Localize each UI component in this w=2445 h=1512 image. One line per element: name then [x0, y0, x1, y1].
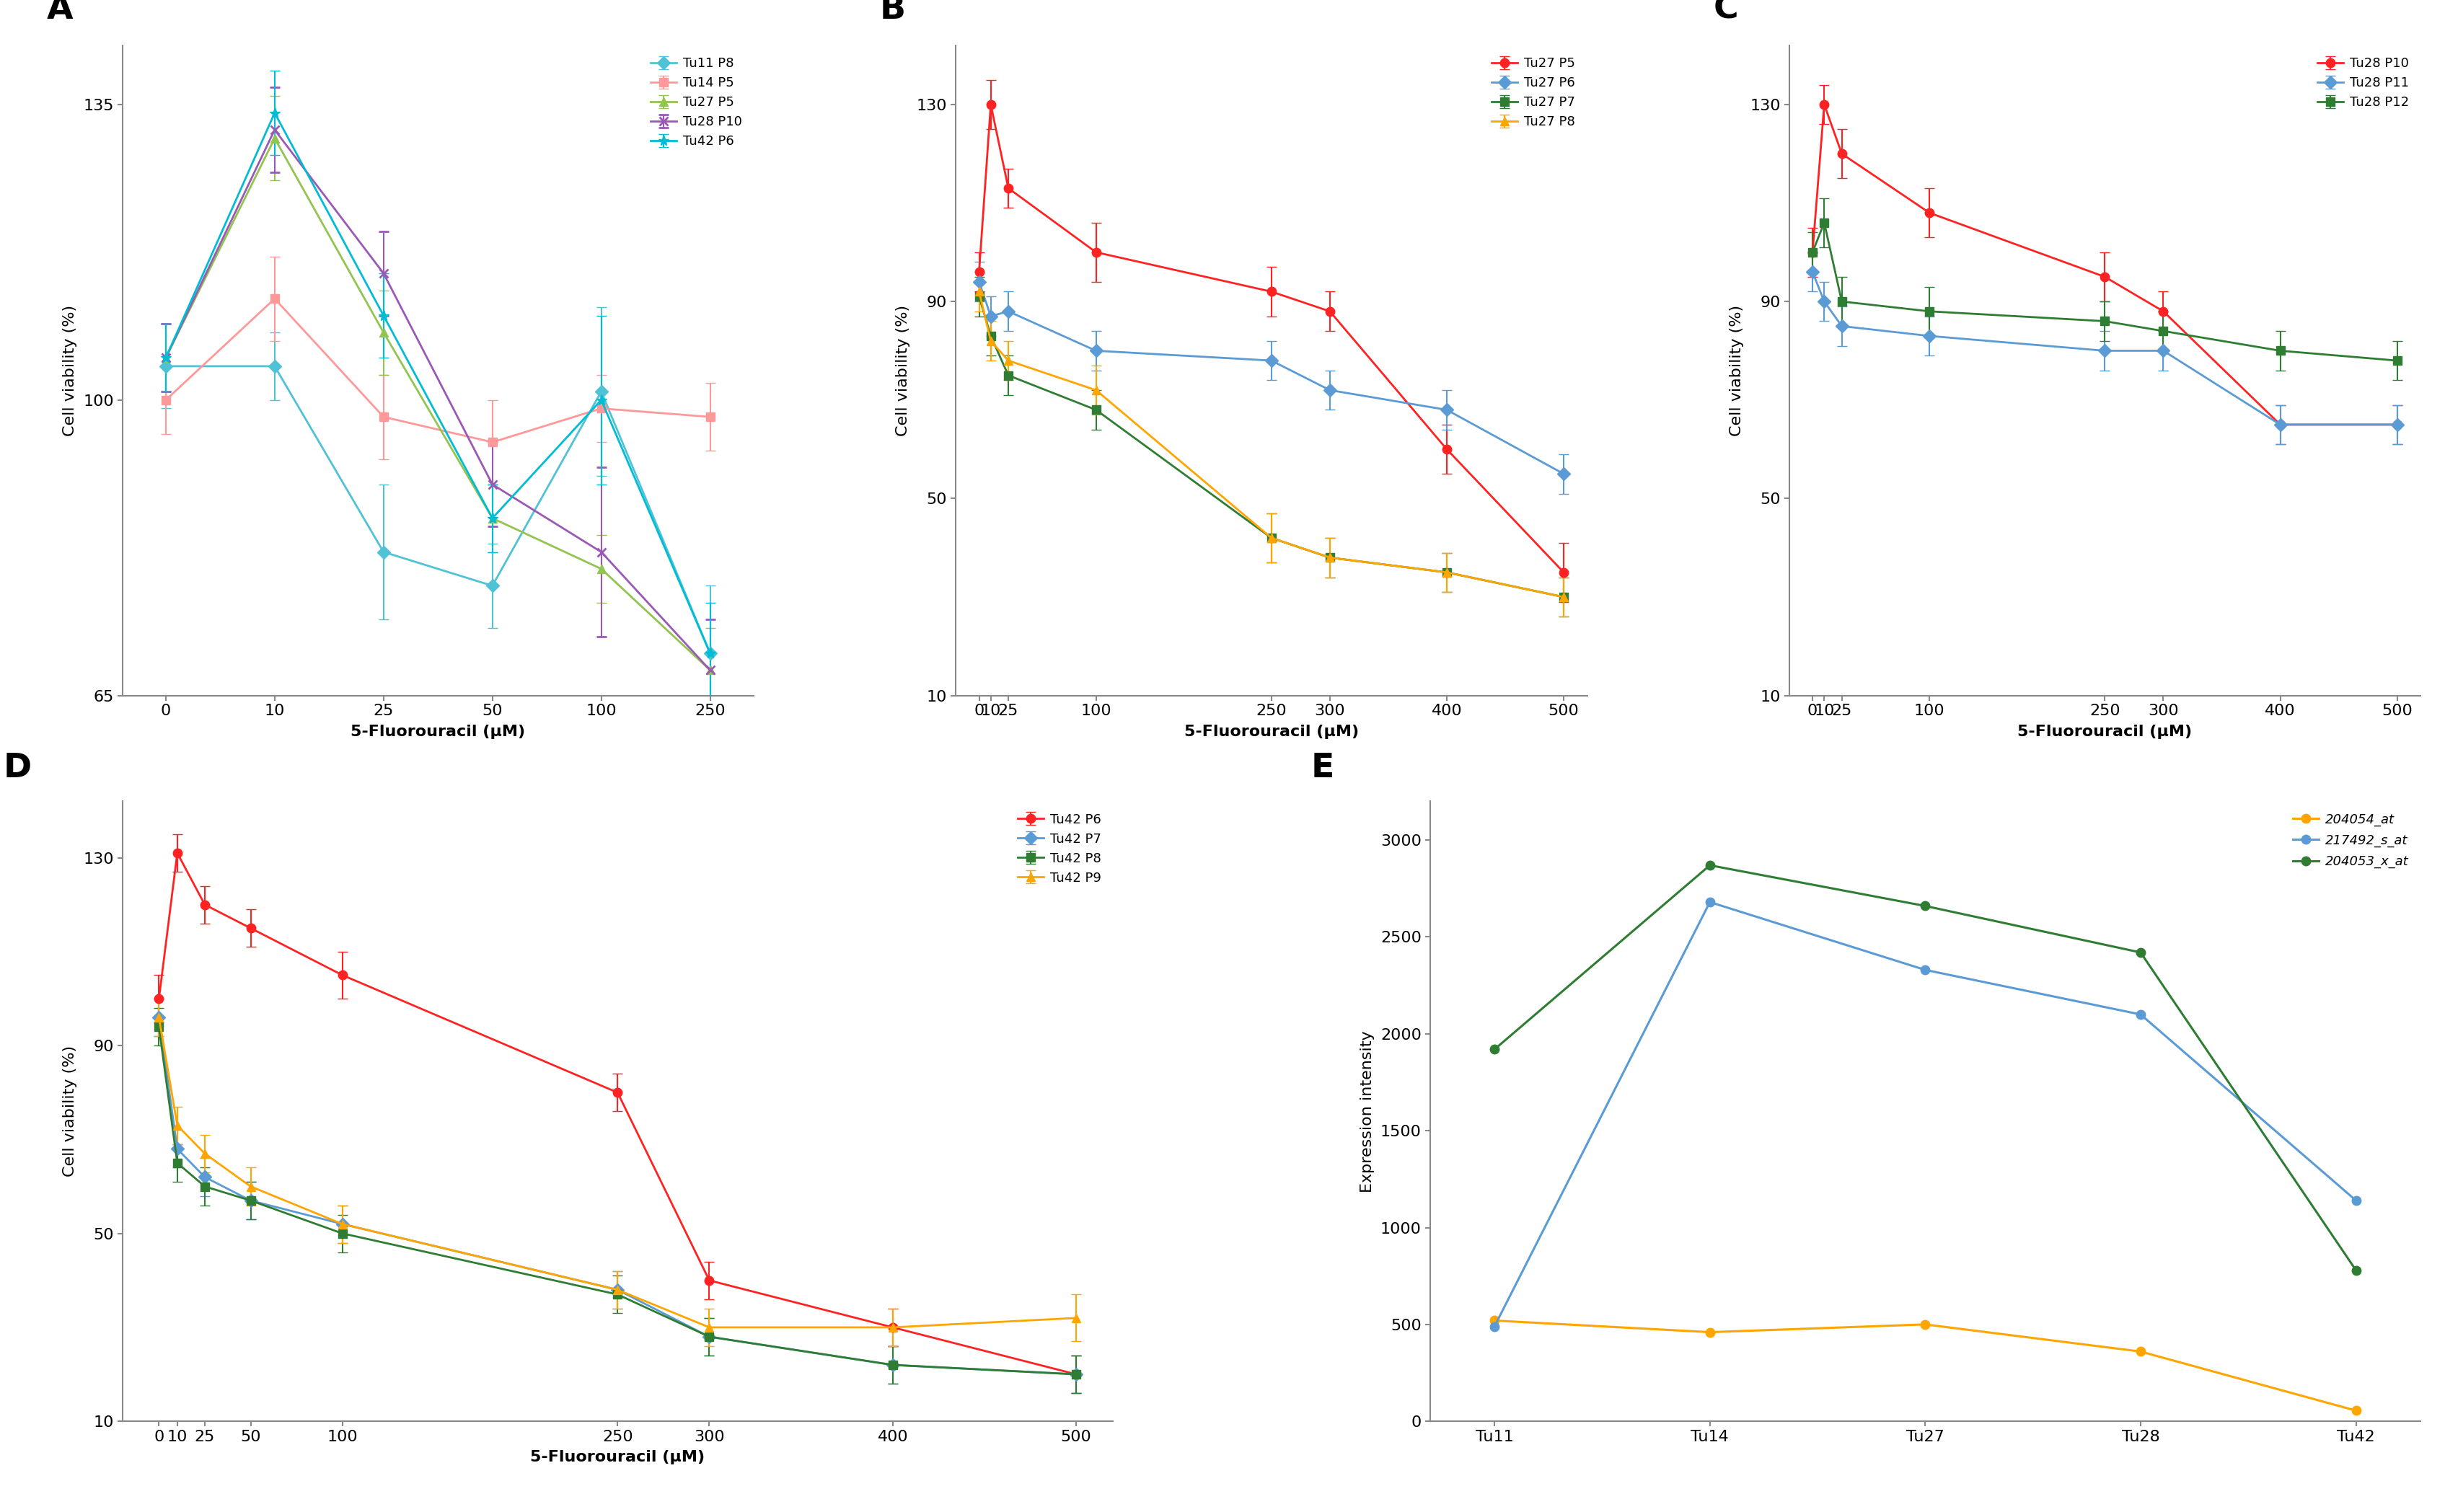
Legend: 204054_at, 217492_s_at, 204053_x_at: 204054_at, 217492_s_at, 204053_x_at	[2289, 807, 2413, 874]
Y-axis label: Cell viability (%): Cell viability (%)	[1729, 305, 1743, 435]
Line: 217492_s_at: 217492_s_at	[1489, 898, 2359, 1331]
Legend: Tu42 P6, Tu42 P7, Tu42 P8, Tu42 P9: Tu42 P6, Tu42 P7, Tu42 P8, Tu42 P9	[1012, 807, 1108, 889]
X-axis label: 5-Fluorouracil (μM): 5-Fluorouracil (μM)	[350, 724, 526, 739]
204054_at	[1910, 1315, 1939, 1334]
204054_at	[1694, 1323, 1724, 1341]
204054_at	[2342, 1402, 2372, 1420]
Y-axis label: Cell viability (%): Cell viability (%)	[897, 305, 910, 435]
217492_s_at	[2125, 1005, 2154, 1024]
X-axis label: 5-Fluorouracil (μM): 5-Fluorouracil (μM)	[531, 1450, 704, 1465]
204053_x_at	[1479, 1040, 1509, 1058]
X-axis label: 5-Fluorouracil (μM): 5-Fluorouracil (μM)	[2017, 724, 2193, 739]
217492_s_at	[2342, 1191, 2372, 1210]
Line: 204054_at: 204054_at	[1489, 1315, 2359, 1415]
204054_at	[2125, 1343, 2154, 1361]
Legend: Tu27 P5, Tu27 P6, Tu27 P7, Tu27 P8: Tu27 P5, Tu27 P6, Tu27 P7, Tu27 P8	[1487, 51, 1579, 133]
Line: 204053_x_at: 204053_x_at	[1489, 860, 2359, 1275]
Y-axis label: Expression intensity: Expression intensity	[1359, 1030, 1374, 1193]
204053_x_at	[2125, 943, 2154, 962]
217492_s_at	[1694, 894, 1724, 912]
Legend: Tu11 P8, Tu14 P5, Tu27 P5, Tu28 P10, Tu42 P6: Tu11 P8, Tu14 P5, Tu27 P5, Tu28 P10, Tu4…	[645, 51, 748, 153]
204054_at	[1479, 1311, 1509, 1329]
217492_s_at	[1910, 960, 1939, 978]
Y-axis label: Cell viability (%): Cell viability (%)	[64, 305, 76, 435]
217492_s_at	[1479, 1317, 1509, 1335]
204053_x_at	[1910, 897, 1939, 915]
X-axis label: 5-Fluorouracil (μM): 5-Fluorouracil (μM)	[1183, 724, 1359, 739]
Text: C: C	[1714, 0, 1738, 26]
Text: A: A	[46, 0, 73, 26]
Text: E: E	[1311, 751, 1335, 785]
Y-axis label: Cell viability (%): Cell viability (%)	[64, 1046, 78, 1176]
Legend: Tu28 P10, Tu28 P11, Tu28 P12: Tu28 P10, Tu28 P11, Tu28 P12	[2313, 51, 2413, 115]
Text: D: D	[2, 751, 32, 785]
204053_x_at	[2342, 1261, 2372, 1279]
204053_x_at	[1694, 856, 1724, 874]
Text: B: B	[880, 0, 907, 26]
